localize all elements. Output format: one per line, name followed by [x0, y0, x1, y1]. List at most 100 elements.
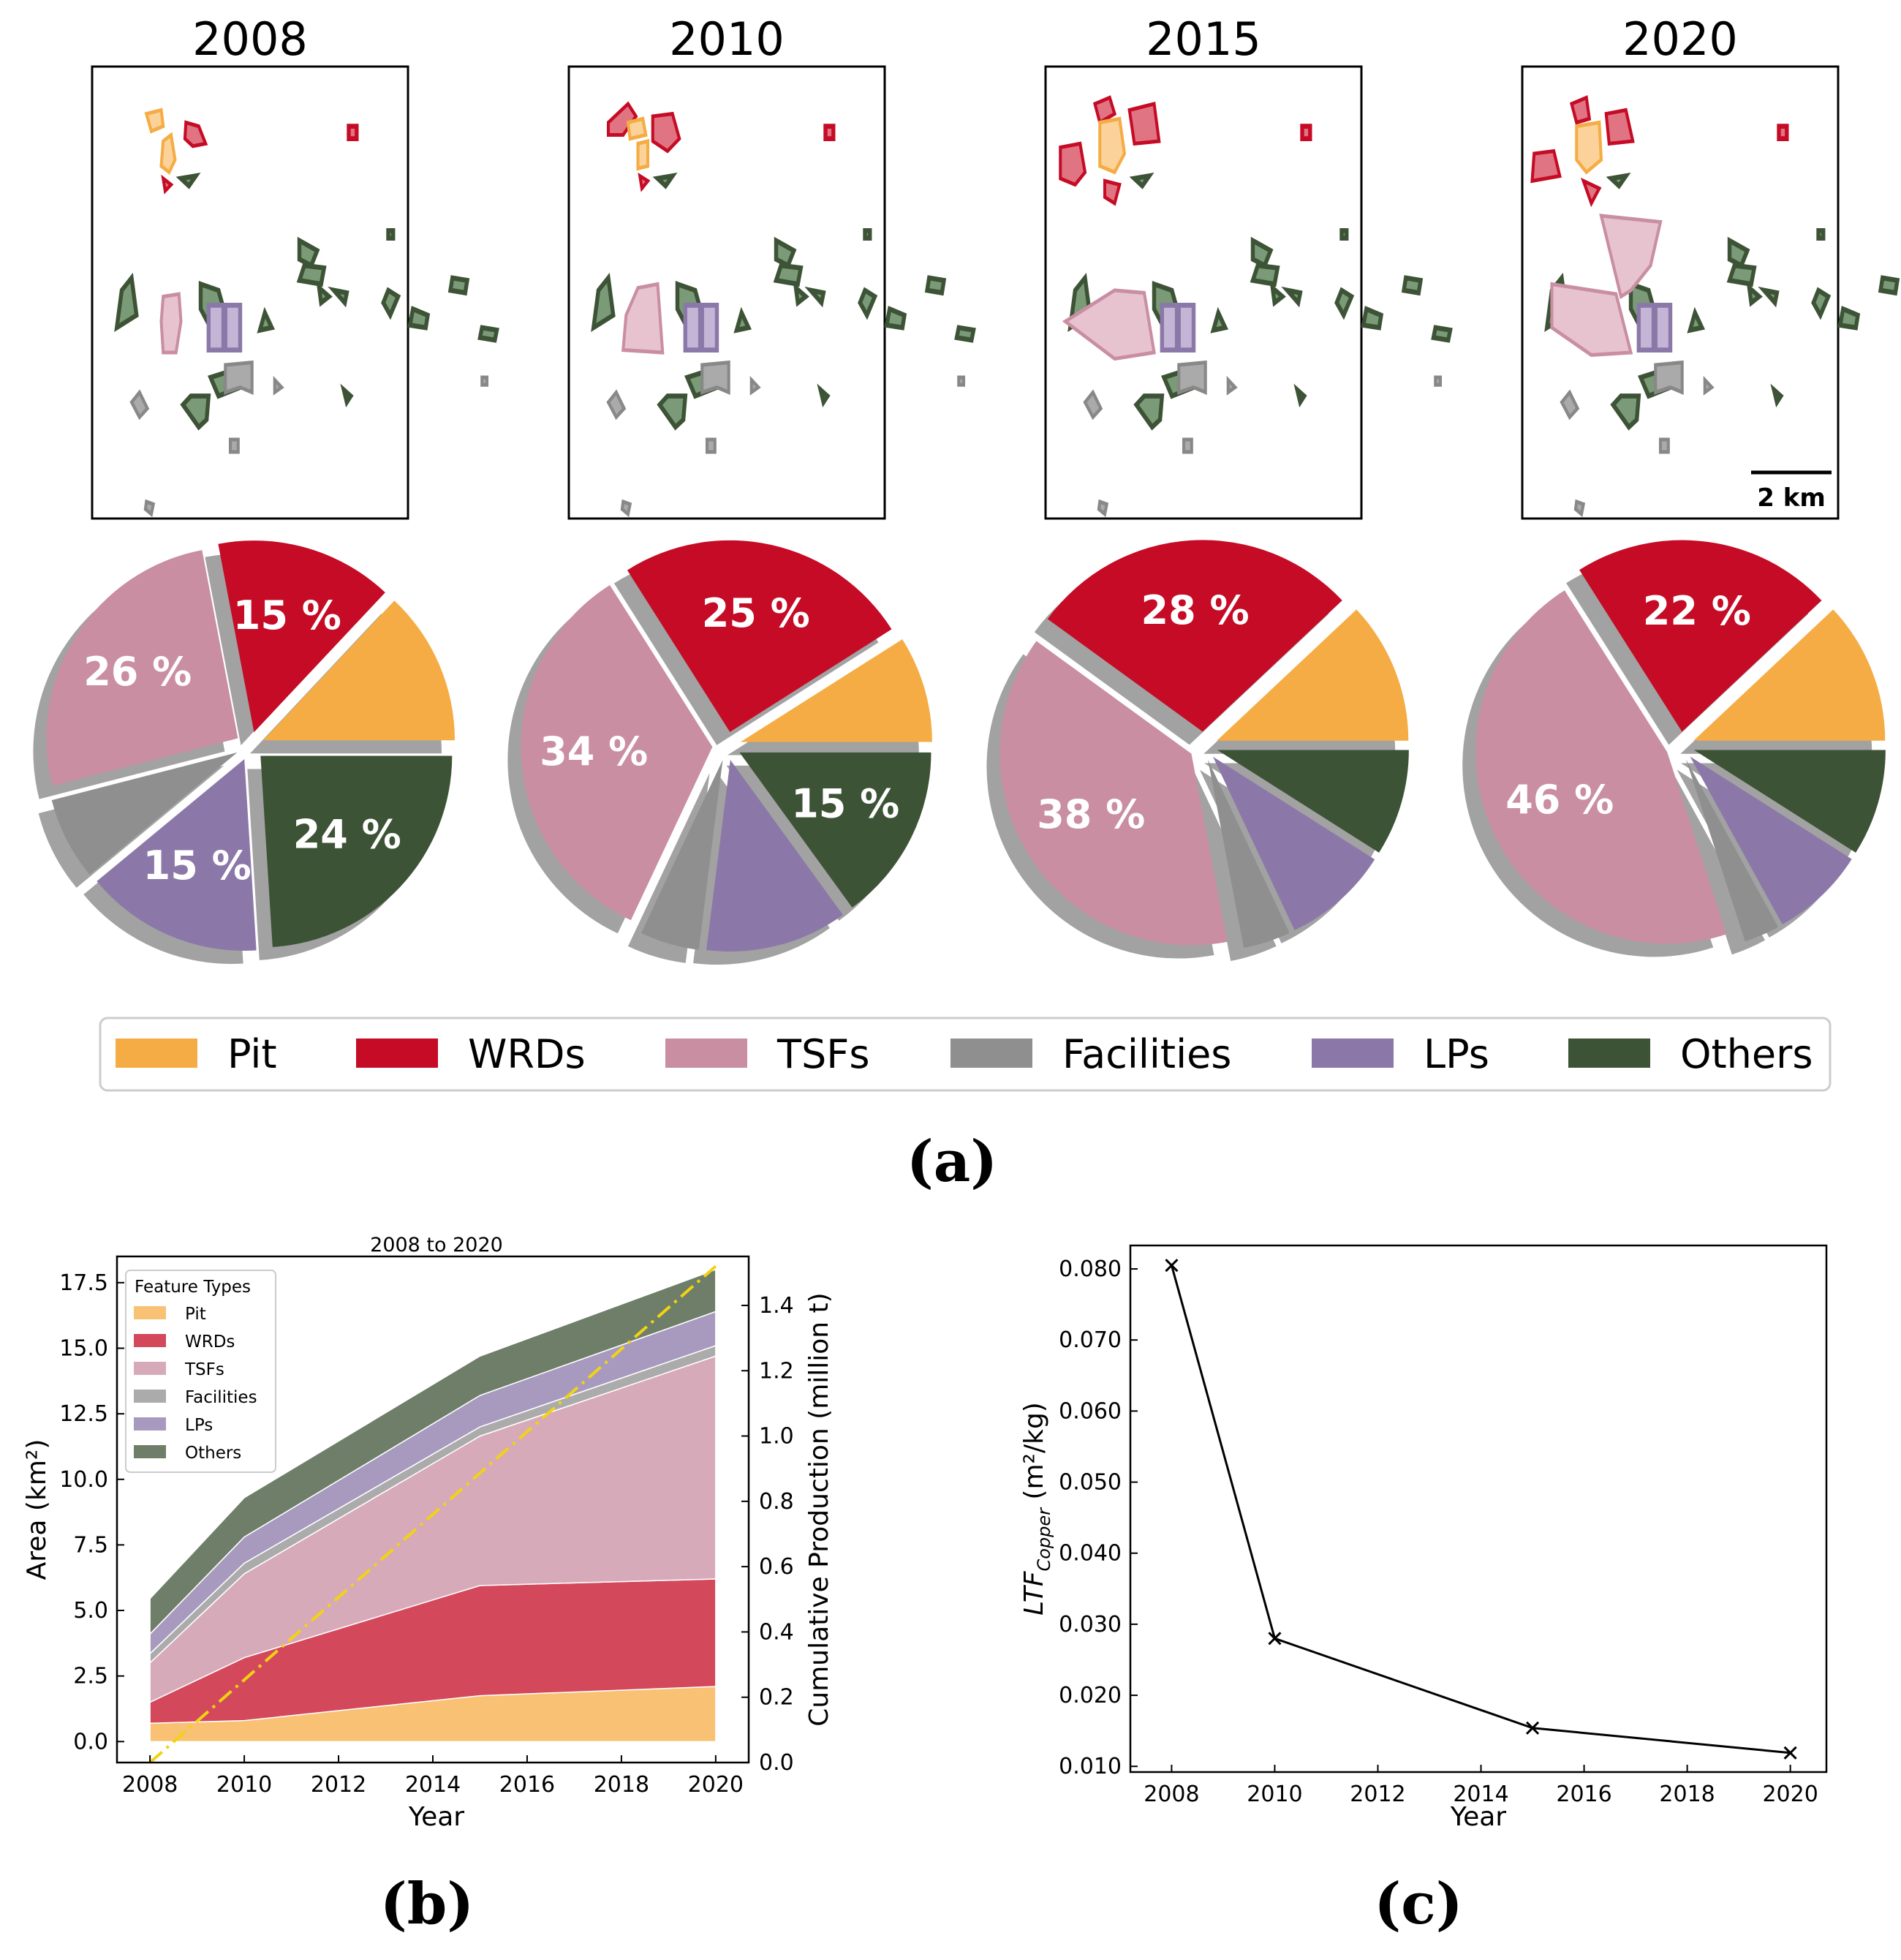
ltf-x-tick-label: 2008: [1144, 1782, 1199, 1807]
ltf-y-tick-label: 0.040: [1059, 1541, 1122, 1567]
area-y2-axis-label: Cumulative Production (million t): [804, 1292, 834, 1726]
area-y-tick-label: 17.5: [59, 1270, 108, 1296]
pie-2020-slice-tsfs: [1475, 590, 1727, 944]
area-x-axis-label: Year: [408, 1802, 464, 1832]
ltf-x-tick-label: 2016: [1556, 1782, 1611, 1807]
area-x-tick-label: 2012: [311, 1772, 366, 1798]
legend-label-tsfs: TSFs: [776, 1031, 869, 1077]
map-2010: [567, 65, 974, 520]
map-2015: [1044, 65, 1451, 520]
map-2020: 2 km: [1521, 65, 1901, 520]
area-y2-tick-label: 0.0: [759, 1750, 794, 1776]
pie-2020-slice-others: [1693, 750, 1886, 853]
area-legend-swatch-tsfs: [134, 1362, 166, 1375]
pie-2015-label-tsfs: 38 %: [1037, 791, 1145, 837]
pie-2008-slice-facilities: [51, 752, 238, 875]
pie-2008-slice-pit: [263, 600, 456, 741]
area-chart: 2008 to 2020 2008 2010 2012 2014 2016 2018 202…: [22, 1234, 834, 1832]
panel-label-c: (c): [1374, 1871, 1462, 1937]
area-y2-tick-label: 1.2: [759, 1358, 794, 1384]
ltf-y-label-unit: (m²/kg): [1019, 1402, 1049, 1508]
area-y2-tick-label: 0.6: [759, 1554, 794, 1580]
area-y2-tick-label: 0.8: [759, 1489, 794, 1515]
area-legend-label-pit: Pit: [185, 1305, 206, 1324]
pie-2010-slice-lps: [706, 760, 843, 952]
pie-2015-slice-tsfs: [999, 641, 1228, 946]
legend-label-others: Others: [1680, 1031, 1813, 1077]
ltf-y-label-sub: Copper: [1034, 1507, 1054, 1572]
ltf-point-2020: [1783, 1746, 1797, 1760]
legend-label-lps: LPs: [1424, 1031, 1489, 1077]
ltf-x-tick-label: 2020: [1762, 1782, 1818, 1807]
ltf-point-2015: [1525, 1721, 1540, 1735]
area-legend-label-wrds: WRDs: [185, 1333, 235, 1352]
legend-swatch-facilities: [950, 1039, 1032, 1068]
pie-2008-label-others: 24 %: [293, 811, 401, 857]
pie-2020-slice-pit: [1693, 609, 1886, 741]
pie-2010-label-tsfs: 34 %: [540, 728, 648, 774]
legend-label-wrds: WRDs: [468, 1031, 586, 1077]
pie-2015-label-wrds: 28 %: [1141, 587, 1250, 633]
legend-label-facilities: Facilities: [1062, 1031, 1231, 1077]
pie-2015-slice-lps: [1212, 756, 1375, 930]
cumulative-production-line: [148, 1264, 717, 1764]
year-title-2008: 2008: [192, 12, 308, 66]
area-y-tick-label: 0.0: [73, 1729, 108, 1754]
area-others: [149, 1268, 717, 1636]
ltf-line-chart: 2008 2010 2012 2014 2016 2018 2020 0.010 0.020 0.…: [1019, 1244, 1828, 1832]
ltf-point-2010: [1268, 1632, 1282, 1646]
pie-2015-slice-others: [1217, 750, 1409, 853]
legend-swatch-others: [1568, 1039, 1650, 1068]
area-y2-tick-label: 0.2: [759, 1685, 794, 1711]
pie-2020-label-tsfs: 46 %: [1505, 777, 1614, 823]
area-y-tick-label: 10.0: [59, 1467, 108, 1493]
ltf-x-tick-label: 2014: [1453, 1782, 1508, 1807]
area-legend-label-lps: LPs: [185, 1416, 213, 1435]
pie-2008-label-wrds: 15 %: [233, 592, 341, 638]
ltf-y-tick-label: 0.070: [1059, 1327, 1122, 1353]
pie-2010-slice-others: [739, 752, 931, 908]
pie-2010-label-wrds: 25 %: [702, 590, 810, 636]
ltf-y-tick-label: 0.060: [1059, 1398, 1122, 1424]
pie-2008-label-lps: 15 %: [143, 843, 252, 889]
area-legend-title: Feature Types: [135, 1278, 251, 1297]
map-2008: [91, 65, 497, 520]
area-y-tick-label: 12.5: [59, 1401, 108, 1427]
legend-swatch-pit: [116, 1039, 197, 1068]
area-legend-swatch-others: [134, 1445, 166, 1458]
pie-2015-slice-pit: [1217, 609, 1409, 741]
area-legend-swatch-lps: [134, 1417, 166, 1431]
area-legend-swatch-wrds: [134, 1334, 166, 1347]
pie-2010-slice-facilities: [640, 759, 723, 950]
pie-2010-slice-pit: [740, 639, 932, 742]
area-legend-label-facilities: Facilities: [185, 1388, 257, 1407]
ltf-y-tick-label: 0.020: [1059, 1683, 1122, 1708]
pie-2010-label-others: 15 %: [791, 780, 899, 826]
pie-2008-slice-tsfs: [46, 550, 238, 786]
pie-2015-slice-facilities: [1208, 759, 1290, 949]
pie-2008-slice-others: [260, 755, 453, 947]
ltf-series-line: [1170, 1264, 1791, 1754]
legend-label-pit: Pit: [227, 1031, 277, 1077]
area-legend-swatch-pit: [134, 1306, 166, 1319]
scale-label: 2 km: [1757, 483, 1826, 513]
area-legend-swatch-facilities: [134, 1390, 166, 1403]
ltf-y-label-main: LTF: [1019, 1570, 1049, 1616]
pie-2020-label-wrds: 22 %: [1643, 588, 1751, 634]
year-title-2015: 2015: [1146, 12, 1261, 66]
area-y-tick-label: 15.0: [59, 1335, 108, 1361]
legend-swatch-tsfs: [665, 1039, 747, 1068]
ltf-x-tick-label: 2012: [1350, 1782, 1405, 1807]
pie-2020-slice-lps: [1690, 756, 1852, 924]
legend-swatch-wrds: [356, 1039, 438, 1068]
ltf-x-tick-label: 2018: [1659, 1782, 1715, 1807]
area-legend-label-others: Others: [185, 1444, 241, 1463]
ltf-y-tick-label: 0.010: [1059, 1754, 1122, 1779]
area-x-tick-label: 2018: [594, 1772, 649, 1798]
pie-2010-slice-wrds: [627, 540, 892, 732]
ltf-y-tick-label: 0.080: [1059, 1256, 1122, 1282]
area-y-tick-label: 7.5: [73, 1532, 108, 1558]
ltf-y-axis-label: LTFCopper (m²/kg): [1019, 1402, 1054, 1616]
area-x-tick-label: 2020: [688, 1772, 744, 1798]
